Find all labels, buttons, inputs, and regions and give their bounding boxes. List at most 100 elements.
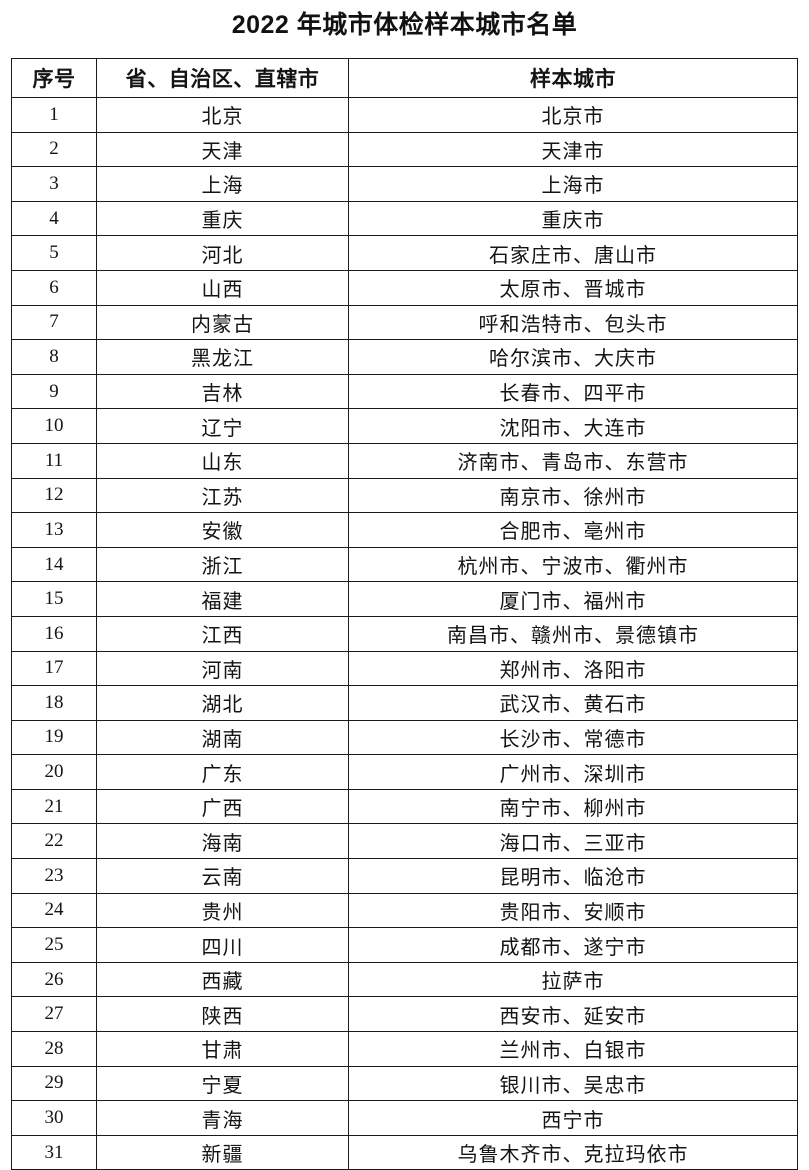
cell-index: 1	[11, 97, 97, 133]
cell-index: 6	[11, 269, 97, 306]
cell-cities: 上海市	[348, 166, 798, 202]
cell-province: 上海	[96, 166, 349, 202]
column-header-province: 省、自治区、直辖市	[96, 58, 349, 98]
cell-cities: 海口市、三亚市	[348, 823, 798, 860]
cell-province: 云南	[96, 858, 349, 894]
cell-cities: 西安市、延安市	[348, 996, 798, 1033]
table-row: 4 重庆 重庆市	[11, 200, 798, 237]
cell-index: 12	[11, 477, 97, 514]
table-row: 24 贵州 贵阳市、安顺市	[11, 892, 798, 929]
cell-index: 26	[11, 961, 97, 998]
cell-cities: 西宁市	[348, 1100, 798, 1136]
cell-cities: 昆明市、临沧市	[348, 858, 798, 894]
table-row: 14 浙江 杭州市、宁波市、衢州市	[11, 546, 798, 583]
cell-index: 8	[11, 339, 97, 375]
cell-index: 13	[11, 512, 97, 548]
cell-index: 31	[11, 1134, 97, 1170]
table-row: 30 青海 西宁市	[11, 1100, 798, 1136]
cell-index: 19	[11, 719, 97, 756]
cell-province: 山西	[96, 269, 349, 306]
table-row: 27 陕西 西安市、延安市	[11, 996, 798, 1033]
table-row: 11 山东 济南市、青岛市、东营市	[11, 442, 798, 479]
cell-cities: 合肥市、亳州市	[348, 512, 798, 548]
sample-city-table-container: 序号 省、自治区、直辖市 样本城市 1 北京 北京市 2 天津 天津市 3 上海 上海市 4 重庆重…	[11, 58, 798, 1170]
table-row: 9 吉林 长春市、四平市	[11, 373, 798, 410]
table-row: 23 云南 昆明市、临沧市	[11, 858, 798, 894]
table-row: 1 北京 北京市	[11, 97, 798, 133]
table-row: 15 福建 厦门市、福州市	[11, 581, 798, 617]
cell-index: 24	[11, 892, 97, 929]
table-row: 21 广西 南宁市、柳州市	[11, 788, 798, 825]
cell-province: 河南	[96, 650, 349, 687]
cell-cities: 厦门市、福州市	[348, 581, 798, 617]
cell-cities: 成都市、遂宁市	[348, 927, 798, 963]
table-row: 16 江西 南昌市、赣州市、景德镇市	[11, 615, 798, 652]
cell-index: 28	[11, 1031, 97, 1067]
cell-cities: 石家庄市、唐山市	[348, 235, 798, 271]
sample-city-table: 序号 省、自治区、直辖市 样本城市 1 北京 北京市 2 天津 天津市 3 上海 上海市 4 重庆重…	[11, 58, 798, 1170]
cell-index: 15	[11, 581, 97, 617]
table-row: 10 辽宁 沈阳市、大连市	[11, 408, 798, 444]
table-row: 6 山西 太原市、晋城市	[11, 269, 798, 306]
cell-province: 黑龙江	[96, 339, 349, 375]
cell-province: 宁夏	[96, 1065, 349, 1102]
cell-cities: 南京市、徐州市	[348, 477, 798, 514]
cell-index: 22	[11, 823, 97, 860]
cell-cities: 南宁市、柳州市	[348, 788, 798, 825]
table-row: 18 湖北 武汉市、黄石市	[11, 685, 798, 721]
cell-index: 4	[11, 200, 97, 237]
cell-index: 29	[11, 1065, 97, 1102]
cell-cities: 拉萨市	[348, 961, 798, 998]
table-header-row: 序号 省、自治区、直辖市 样本城市	[11, 58, 798, 98]
cell-province: 内蒙古	[96, 304, 349, 341]
column-header-cities: 样本城市	[348, 58, 798, 98]
cell-index: 9	[11, 373, 97, 410]
cell-cities: 哈尔滨市、大庆市	[348, 339, 798, 375]
cell-index: 18	[11, 685, 97, 721]
table-row: 22 海南 海口市、三亚市	[11, 823, 798, 860]
cell-index: 11	[11, 442, 97, 479]
cell-province: 西藏	[96, 961, 349, 998]
cell-cities: 兰州市、白银市	[348, 1031, 798, 1067]
cell-province: 新疆	[96, 1134, 349, 1170]
table-row: 13 安徽 合肥市、亳州市	[11, 512, 798, 548]
cell-index: 2	[11, 131, 97, 168]
cell-cities: 武汉市、黄石市	[348, 685, 798, 721]
cell-cities: 长春市、四平市	[348, 373, 798, 410]
table-row: 31 新疆 乌鲁木齐市、克拉玛依市	[11, 1134, 798, 1170]
cell-cities: 沈阳市、大连市	[348, 408, 798, 444]
cell-index: 27	[11, 996, 97, 1033]
cell-index: 21	[11, 788, 97, 825]
table-row: 29 宁夏 银川市、吴忠市	[11, 1065, 798, 1102]
table-row: 28 甘肃 兰州市、白银市	[11, 1031, 798, 1067]
cell-cities: 郑州市、洛阳市	[348, 650, 798, 687]
table-row: 19 湖南 长沙市、常德市	[11, 719, 798, 756]
page-title: 2022 年城市体检样本城市名单	[231, 11, 578, 39]
cell-cities: 乌鲁木齐市、克拉玛依市	[348, 1134, 798, 1170]
cell-cities: 贵阳市、安顺市	[348, 892, 798, 929]
cell-index: 3	[11, 166, 97, 202]
cell-province: 河北	[96, 235, 349, 271]
cell-province: 安徽	[96, 512, 349, 548]
cell-cities: 广州市、深圳市	[348, 754, 798, 790]
table-row: 12 江苏 南京市、徐州市	[11, 477, 798, 514]
cell-province: 陕西	[96, 996, 349, 1033]
cell-cities: 济南市、青岛市、东营市	[348, 442, 798, 479]
cell-cities: 天津市	[348, 131, 798, 168]
cell-cities: 北京市	[348, 97, 798, 133]
cell-province: 湖北	[96, 685, 349, 721]
cell-province: 甘肃	[96, 1031, 349, 1067]
cell-province: 江苏	[96, 477, 349, 514]
table-row: 20 广东 广州市、深圳市	[11, 754, 798, 790]
cell-province: 四川	[96, 927, 349, 963]
cell-province: 山东	[96, 442, 349, 479]
cell-province: 福建	[96, 581, 349, 617]
cell-province: 吉林	[96, 373, 349, 410]
cell-province: 辽宁	[96, 408, 349, 444]
table-row: 7 内蒙古 呼和浩特市、包头市	[11, 304, 798, 341]
cell-province: 重庆	[96, 200, 349, 237]
cell-province: 北京	[96, 97, 349, 133]
table-row: 3 上海 上海市	[11, 166, 798, 202]
cell-province: 江西	[96, 615, 349, 652]
